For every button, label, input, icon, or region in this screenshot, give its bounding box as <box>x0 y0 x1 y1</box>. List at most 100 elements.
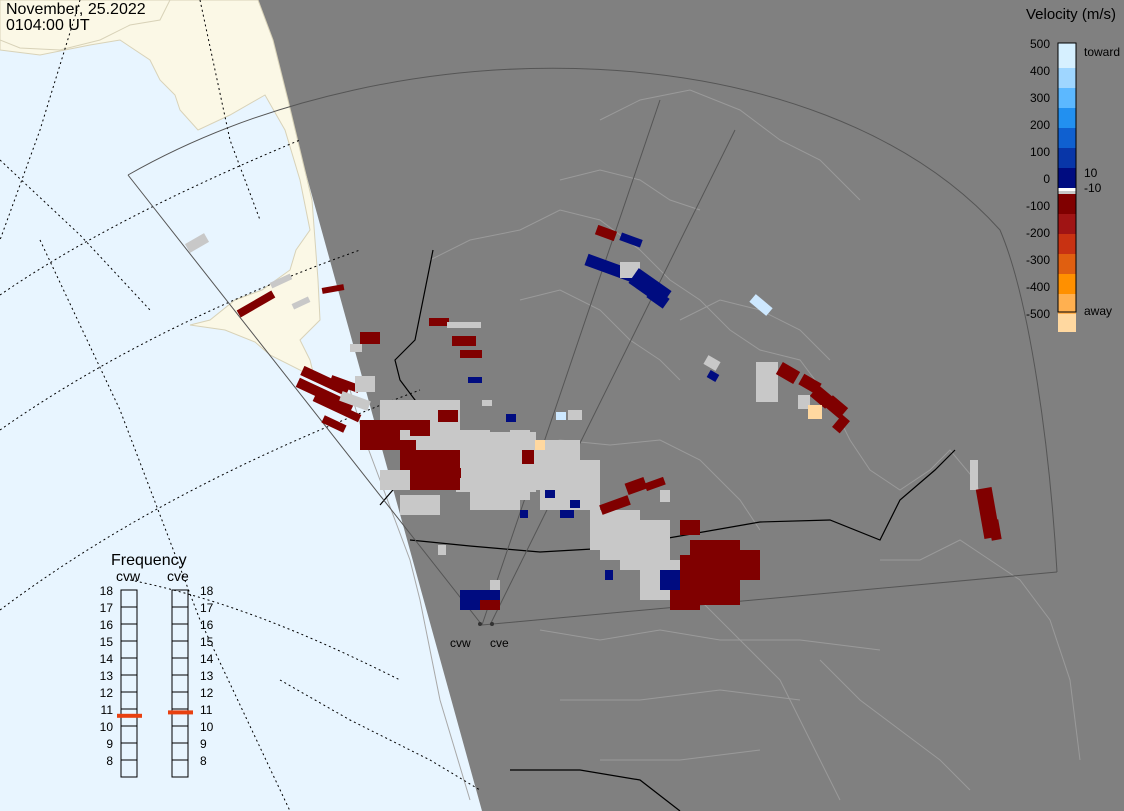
scatter-cell <box>438 410 458 422</box>
frequency-cell <box>171 759 189 778</box>
frequency-level-label-right: 18 <box>200 584 214 598</box>
scatter-cell <box>535 440 545 450</box>
scatter-cell <box>312 393 362 423</box>
frequency-level-label-right: 11 <box>200 703 213 717</box>
scatter-cell <box>295 377 355 413</box>
frequency-level-label-left: 18 <box>100 584 114 598</box>
scatter-cell <box>360 332 380 344</box>
radar-site-cve <box>490 622 494 626</box>
scatter-cell <box>438 545 446 555</box>
frequency-level-label-right: 14 <box>200 652 214 666</box>
colorbar-segment <box>1058 168 1076 188</box>
scatter-cell <box>808 405 822 419</box>
scatter-cell <box>300 365 350 397</box>
frequency-marker-cvw <box>117 713 142 718</box>
colorbar-segment <box>1058 194 1076 214</box>
velocity-colorbar-frame <box>1057 42 1077 313</box>
frequency-level-label-left: 9 <box>106 737 113 751</box>
scatter-cell <box>184 233 210 253</box>
frequency-level-label-right: 15 <box>200 635 214 649</box>
scatter-cell <box>321 284 345 294</box>
scatter-cell <box>520 510 528 518</box>
frequency-title: Frequency <box>111 552 187 569</box>
velocity-ticks: 500 400 300 200 100 0 -100 -200 -300 -400 -500 <box>1026 37 1050 321</box>
frequency-scale: 18 18 17 17 16 16 15 15 14 14 13 13 12 12 11 11 10 10 9 9 8 8 <box>100 584 214 778</box>
scatter-cell <box>420 470 450 490</box>
frequency-marker-cve <box>168 710 193 715</box>
velocity-tick-label: -100 <box>1026 199 1050 213</box>
frequency-level-label-left: 13 <box>100 669 114 683</box>
velocity-colorbar <box>1058 43 1076 332</box>
scatter-cell <box>823 395 849 419</box>
scatter-cell <box>490 580 500 590</box>
scatter-cell <box>339 391 371 411</box>
scatter-cell <box>510 430 530 442</box>
coast-bc <box>349 389 471 801</box>
scatter-cell <box>321 415 347 433</box>
frequency-level-label-left: 8 <box>106 754 113 768</box>
scatter-cell <box>522 450 534 464</box>
velocity-tick-label: 400 <box>1030 64 1050 78</box>
colorbar-segment <box>1058 314 1076 332</box>
scatter-cell <box>680 520 700 535</box>
colorbar-segment <box>1058 68 1076 88</box>
frequency-level-label-left: 16 <box>100 618 114 632</box>
legend-label-neg-threshold: -10 <box>1084 181 1102 195</box>
scatter-cell <box>380 470 410 490</box>
radar-site-cvw <box>478 622 482 626</box>
scatter-cell <box>605 570 613 580</box>
observation-time: 0104:00 UT <box>6 17 90 34</box>
scatter-cell <box>482 400 492 406</box>
colorbar-segment <box>1058 294 1076 314</box>
velocity-tick-label: 0 <box>1043 172 1050 186</box>
daylight-land-alaska <box>0 0 321 382</box>
scatter-cell <box>706 370 720 382</box>
scatter-cell <box>660 570 680 590</box>
colorbar-segment <box>1058 43 1076 68</box>
scatter-cell <box>418 408 434 420</box>
scatter-cell <box>468 377 482 383</box>
scatter-cell <box>703 355 721 371</box>
colorbar-segment <box>1058 254 1076 274</box>
scatter-cell <box>291 296 311 310</box>
frequency-level-label-left: 14 <box>100 652 114 666</box>
scatter-cell <box>568 410 582 420</box>
colorbar-segment <box>1058 191 1076 194</box>
legend-label-toward: toward <box>1084 45 1120 59</box>
scatter-cell <box>400 440 416 450</box>
scatter-cell <box>460 350 482 358</box>
radar-site-label-cvw: cvw <box>450 636 471 650</box>
frequency-level-label-left: 17 <box>100 601 114 615</box>
frequency-level-label-left: 11 <box>101 703 114 717</box>
scatter-cell <box>740 550 760 580</box>
scatter-cell <box>594 224 618 242</box>
frequency-level-label-right: 12 <box>200 686 214 700</box>
frequency-cell <box>120 759 138 778</box>
colorbar-segment <box>1058 214 1076 234</box>
scatter-cell <box>355 376 375 392</box>
scatter-cell <box>410 420 430 436</box>
scatter-cell <box>670 590 700 610</box>
velocity-scatter-cells <box>184 224 1002 610</box>
scatter-cell <box>480 600 500 610</box>
scatter-cell <box>970 460 978 490</box>
scatter-cell <box>775 361 801 385</box>
scatter-cell <box>506 414 516 422</box>
frequency-level-label-right: 9 <box>200 737 207 751</box>
velocity-tick-label: -400 <box>1026 280 1050 294</box>
frequency-level-label-right: 8 <box>200 754 207 768</box>
scatter-cell <box>798 395 810 409</box>
daylight-land-islands <box>0 0 171 51</box>
scatter-cell <box>660 490 670 502</box>
velocity-legend-title: Velocity (m/s) <box>1025 6 1116 23</box>
scatter-cell <box>556 412 566 420</box>
colorbar-segment <box>1058 128 1076 148</box>
frequency-level-label-left: 10 <box>100 720 114 734</box>
velocity-tick-label: 200 <box>1030 118 1050 132</box>
scatter-cell <box>570 500 580 508</box>
scatter-cell <box>545 490 555 498</box>
frequency-level-label-left: 15 <box>100 635 114 649</box>
scatter-cell <box>350 344 362 352</box>
